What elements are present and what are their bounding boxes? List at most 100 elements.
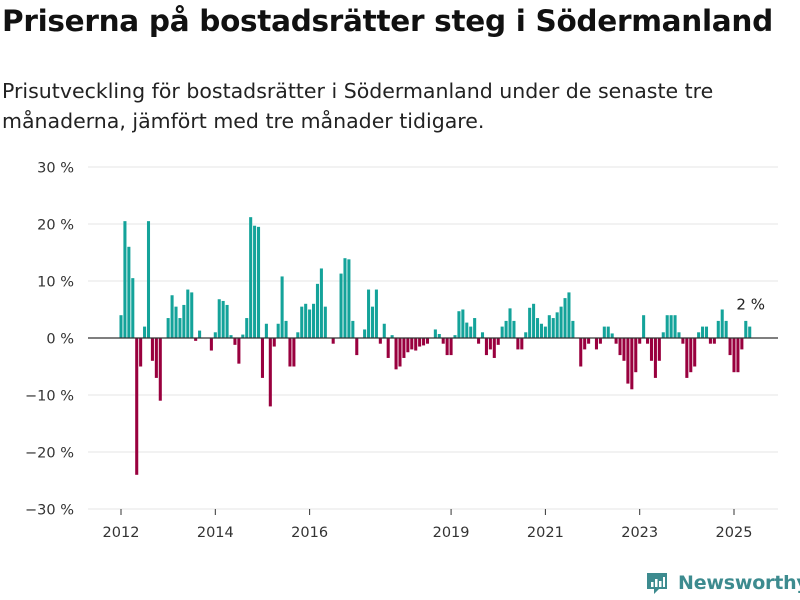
bar: [272, 338, 276, 347]
bar: [677, 332, 681, 338]
bar: [374, 289, 378, 338]
bar: [245, 318, 249, 338]
bar: [390, 335, 394, 338]
bar: [213, 332, 217, 338]
bar: [308, 309, 312, 338]
bar: [669, 315, 673, 338]
bar: [535, 318, 540, 338]
bar: [712, 338, 716, 344]
bar: [323, 306, 327, 338]
bar: [170, 295, 174, 338]
bar: [257, 226, 261, 338]
bar: [418, 338, 422, 347]
bar: [304, 303, 308, 338]
bar: [221, 300, 225, 338]
bar: [241, 334, 245, 338]
bar: [551, 318, 555, 338]
bar: [425, 338, 430, 344]
bar: [288, 338, 292, 367]
bar: [233, 338, 237, 345]
bar: [555, 312, 559, 338]
bar: [127, 246, 131, 338]
bar: [292, 338, 296, 367]
bar: [653, 338, 657, 378]
bar: [237, 338, 241, 364]
brand-name: Newsworthy: [678, 572, 800, 594]
bar: [724, 320, 728, 338]
bar: [626, 338, 630, 384]
y-tick-label: 10 %: [37, 275, 74, 291]
bar: [276, 323, 280, 338]
y-tick-label: 20 %: [37, 218, 74, 234]
y-tick-label: −10 %: [25, 389, 74, 405]
bar: [579, 338, 583, 367]
bar: [728, 338, 732, 356]
bar: [744, 320, 748, 338]
bar: [524, 332, 528, 338]
bar: [382, 323, 386, 338]
bar: [186, 289, 190, 338]
bar: [500, 326, 504, 338]
bar: [441, 338, 445, 344]
bar: [457, 311, 461, 338]
bar: [386, 338, 390, 358]
bar: [496, 338, 500, 345]
bar: [249, 217, 253, 338]
bar: [433, 329, 437, 338]
bar: [198, 330, 202, 338]
bar: [539, 323, 543, 338]
bar: [315, 283, 319, 338]
bar: [480, 332, 485, 338]
bar: [473, 318, 477, 338]
bar: [685, 338, 689, 378]
x-tick-label: 2025: [716, 525, 753, 541]
bar: [716, 320, 720, 338]
bar: [260, 338, 264, 378]
bar: [488, 338, 492, 350]
bar: [528, 307, 532, 338]
bars: [119, 217, 752, 475]
x-tick-label: 2023: [621, 525, 658, 541]
bar: [583, 338, 587, 350]
bar: [701, 326, 705, 338]
x-tick-label: 2014: [197, 525, 234, 541]
x-tick-label: 2016: [291, 525, 328, 541]
bar: [665, 315, 669, 338]
bar: [154, 338, 158, 378]
bar: [131, 278, 135, 338]
last-value-label: 2 %: [736, 296, 765, 314]
bar: [708, 338, 712, 344]
bar: [378, 338, 382, 344]
bar: [194, 338, 198, 341]
bar: [410, 338, 414, 350]
bar: [689, 338, 693, 373]
bar: [166, 318, 170, 338]
bar: [123, 221, 127, 338]
bar: [622, 338, 626, 361]
bar: [736, 338, 740, 373]
x-tick-label: 2021: [527, 525, 564, 541]
bar: [587, 338, 591, 344]
bar: [673, 315, 677, 338]
bar-chart: −30 %−20 %−10 %0 %10 %20 %30 % 2012 2014 2…: [25, 161, 778, 541]
bar: [182, 304, 186, 338]
bar: [563, 298, 567, 338]
bar: [594, 338, 598, 350]
y-tick-label: −20 %: [25, 446, 74, 462]
bar: [634, 338, 638, 373]
bar: [449, 338, 453, 356]
bar: [740, 338, 744, 350]
bar: [661, 332, 665, 338]
x-tick-label: 2019: [433, 525, 470, 541]
bar: [143, 326, 147, 338]
bar: [437, 334, 441, 338]
y-tick-label: −30 %: [25, 503, 74, 519]
bar: [119, 315, 123, 338]
bar: [543, 326, 547, 338]
bar: [264, 323, 268, 338]
bar: [146, 221, 151, 338]
bar: [453, 335, 457, 338]
y-tick-label: 0 %: [46, 332, 74, 348]
bar: [312, 303, 316, 338]
x-tick-label: 2012: [103, 525, 140, 541]
